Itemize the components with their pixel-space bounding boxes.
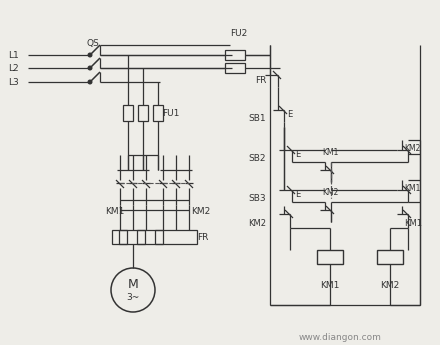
Circle shape: [88, 66, 92, 70]
Text: KM1: KM1: [404, 184, 420, 193]
Bar: [317, 250, 343, 264]
Text: L1: L1: [8, 50, 19, 59]
Bar: [138, 105, 148, 121]
Text: KM2: KM2: [380, 280, 400, 289]
Bar: [377, 250, 403, 264]
Circle shape: [88, 80, 92, 84]
Bar: [123, 105, 133, 121]
Text: M: M: [128, 277, 138, 290]
Bar: [112, 230, 197, 244]
Text: FR: FR: [197, 233, 209, 241]
Text: KM2: KM2: [322, 187, 338, 197]
Bar: [225, 63, 245, 73]
Text: FU2: FU2: [231, 29, 248, 38]
Bar: [225, 50, 245, 60]
Text: KM1: KM1: [322, 148, 338, 157]
Text: KM1: KM1: [404, 218, 422, 227]
Bar: [137, 230, 145, 244]
Text: KM1: KM1: [105, 207, 125, 216]
Text: www.diangon.com: www.diangon.com: [299, 334, 381, 343]
Text: KM1: KM1: [320, 280, 340, 289]
Text: KM2: KM2: [404, 144, 420, 152]
Text: E: E: [295, 149, 300, 158]
Bar: [119, 230, 127, 244]
Text: E: E: [287, 109, 292, 118]
Circle shape: [88, 53, 92, 57]
Text: E: E: [295, 189, 300, 198]
Text: SB3: SB3: [248, 194, 266, 203]
Text: KM2: KM2: [191, 207, 210, 216]
Text: L2: L2: [8, 63, 18, 72]
Text: FR: FR: [255, 76, 266, 85]
Bar: [155, 230, 163, 244]
Text: QS: QS: [87, 39, 99, 48]
Text: SB1: SB1: [248, 114, 266, 122]
Text: FU1: FU1: [162, 108, 180, 118]
Text: SB2: SB2: [249, 154, 266, 162]
Text: L3: L3: [8, 78, 19, 87]
Text: 3~: 3~: [126, 293, 139, 302]
Text: KM2: KM2: [248, 218, 266, 227]
Bar: [153, 105, 163, 121]
